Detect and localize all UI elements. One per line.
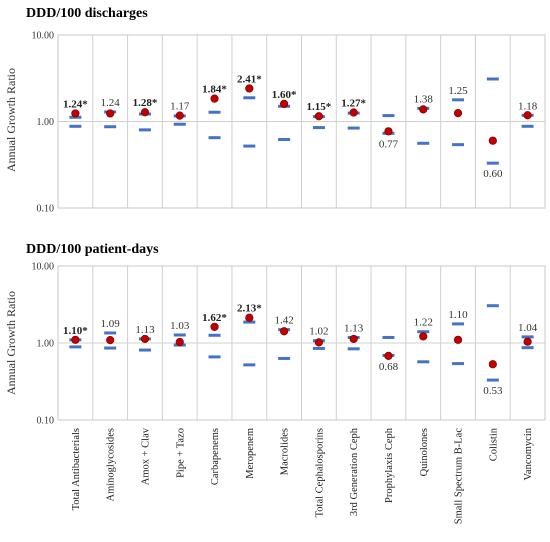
y-axis-title-discharges: Annual Growth Ratio <box>4 68 18 172</box>
data-point <box>523 337 532 346</box>
data-point <box>384 127 393 136</box>
category-label: Small Spectrum B-Lac <box>454 428 465 525</box>
data-label: 1.10 <box>448 309 468 321</box>
data-label: 1.25 <box>448 85 468 97</box>
data-label: 1.24* <box>63 98 88 110</box>
category-label: Macrolides <box>280 428 291 475</box>
data-label: 2.41* <box>237 73 262 85</box>
data-label: 1.24 <box>101 97 121 109</box>
data-point <box>106 109 115 118</box>
data-point <box>314 338 323 347</box>
data-point <box>314 112 323 121</box>
data-point <box>488 136 497 145</box>
data-label: 1.02 <box>309 326 328 338</box>
category-label: Prophylaxis Ceph <box>384 427 395 503</box>
data-point <box>453 109 463 118</box>
y-tick-label: 10.00 <box>32 31 55 42</box>
data-point <box>245 313 254 322</box>
data-point <box>349 108 358 117</box>
data-point <box>384 351 393 360</box>
data-label: 1.13 <box>344 322 364 334</box>
data-label: 1.38 <box>414 93 434 105</box>
data-label: 1.22 <box>414 317 433 329</box>
category-label: Quinolones <box>419 428 430 476</box>
data-point <box>419 105 428 114</box>
data-label: 0.53 <box>483 385 503 397</box>
panel-title-discharges: DDD/100 discharges <box>26 6 148 21</box>
data-point <box>280 327 289 336</box>
data-point <box>210 322 219 331</box>
panel-title-patient-days: DDD/100 patient-days <box>26 242 159 257</box>
y-axis-title-patient-days: Annual Growth Ratio <box>4 291 18 395</box>
data-point <box>71 335 80 344</box>
data-label: 1.17 <box>170 101 190 113</box>
data-point <box>419 332 428 341</box>
category-label: Carbapenems <box>210 428 221 485</box>
data-point <box>280 99 289 108</box>
data-point <box>106 336 115 345</box>
data-label: 1.13 <box>135 324 155 336</box>
y-tick-label: 1.00 <box>37 339 55 350</box>
data-point <box>349 334 358 344</box>
data-point <box>453 335 463 344</box>
data-label: 1.27* <box>341 98 366 110</box>
data-label: 1.42 <box>274 315 293 327</box>
category-label: Total Antibacterials <box>71 428 82 510</box>
category-label: Colistin <box>488 427 499 461</box>
data-label: 1.10* <box>63 325 88 337</box>
data-point <box>488 360 497 369</box>
category-label: Total Cephalosporins <box>314 428 325 517</box>
data-label: 1.03 <box>170 320 190 332</box>
data-label: 1.15* <box>307 101 332 113</box>
plot-area: 0.10 1.00 10.00 1.24* 1.24 1.28* 1.17 1.84* 2.41… <box>32 31 546 525</box>
plot-frame <box>57 34 546 209</box>
category-label: Meropenem <box>245 428 256 479</box>
data-point <box>71 109 80 118</box>
data-label: 1.18 <box>518 100 538 112</box>
category-label: 3rd Generation Ceph <box>349 427 360 516</box>
data-point <box>175 111 184 120</box>
category-label: Aminoglycosides <box>106 428 117 502</box>
plot-frame <box>57 265 546 421</box>
data-label: 1.60* <box>272 89 297 101</box>
category-label: Pipe + Tazo <box>175 428 186 478</box>
y-tick-label: 0.10 <box>37 416 55 427</box>
data-point <box>140 334 150 344</box>
data-label: 0.77 <box>379 138 399 150</box>
data-point <box>523 111 532 120</box>
category-label: Amox + Clav <box>140 427 151 485</box>
data-label: 1.28* <box>133 97 158 109</box>
y-tick-label: 0.10 <box>37 204 55 215</box>
data-point <box>210 94 219 103</box>
data-label: 1.04 <box>518 322 538 334</box>
data-label: 1.84* <box>202 84 227 96</box>
data-label: 0.60 <box>483 168 503 180</box>
y-tick-label: 10.00 <box>32 262 55 273</box>
data-point <box>175 337 184 347</box>
data-label: 2.13* <box>237 303 262 315</box>
data-label: 1.62* <box>202 312 227 324</box>
category-label: Vancomycin <box>523 427 534 480</box>
data-label: 1.09 <box>101 318 121 330</box>
data-point <box>140 108 150 117</box>
data-point <box>245 84 254 93</box>
data-label: 0.68 <box>379 361 399 373</box>
y-tick-label: 1.00 <box>37 117 55 128</box>
